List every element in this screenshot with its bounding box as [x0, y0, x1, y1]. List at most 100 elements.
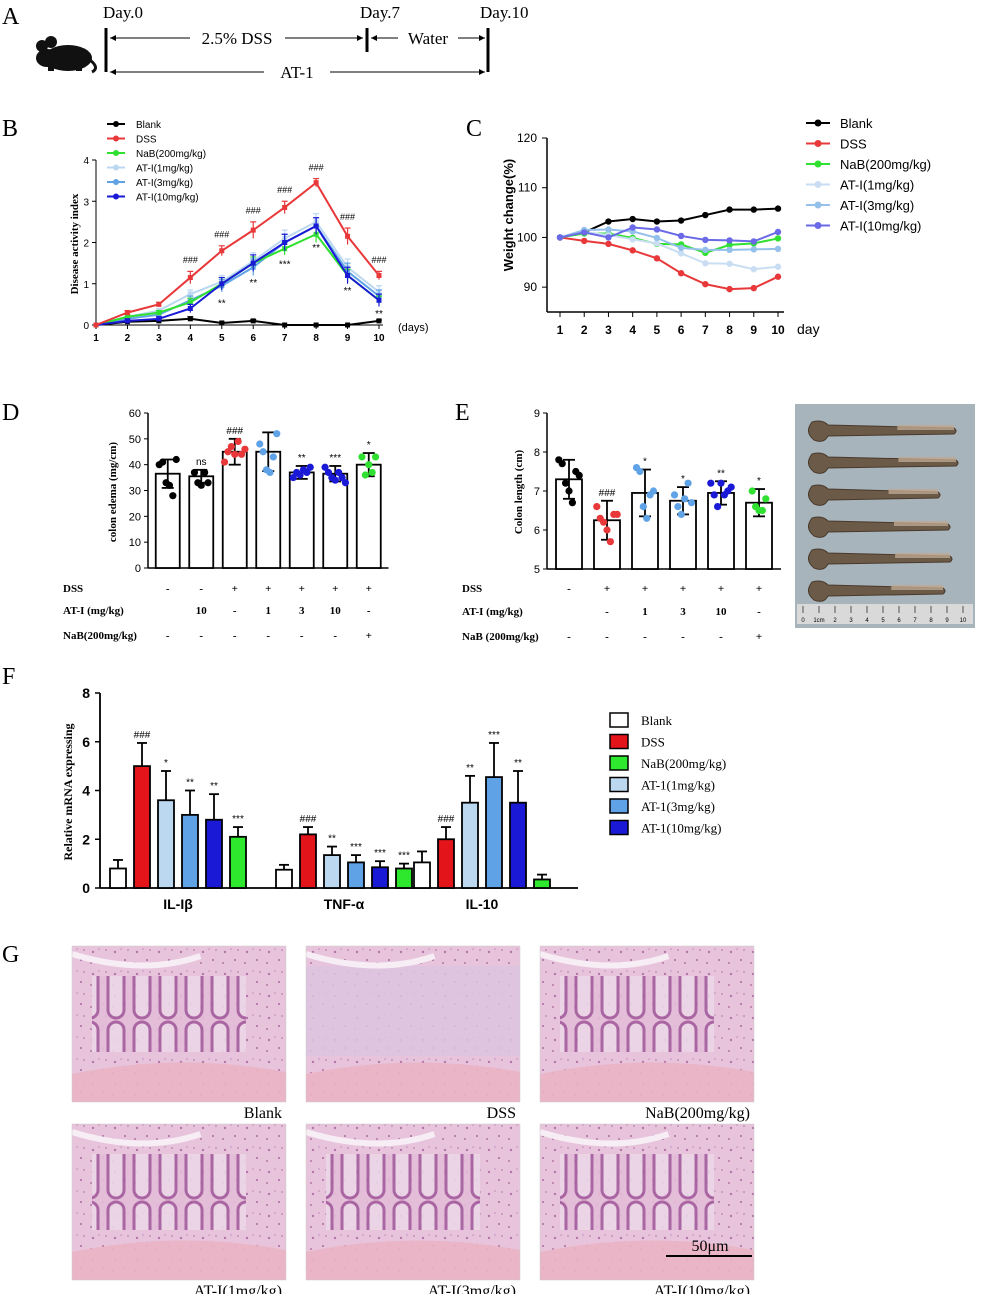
panel-c-x-tick-label: 2 [581, 323, 588, 337]
significance-label: * [643, 457, 647, 468]
panel-f-y-tick-label: 8 [82, 685, 90, 701]
legend-marker [814, 140, 822, 147]
panel-c-xunit: day [797, 321, 820, 337]
treatment-cell: + [265, 583, 271, 595]
legend-marker [814, 160, 822, 168]
panel-c-point [653, 255, 661, 262]
panel-c-point [750, 206, 757, 213]
panel-b-line-2 [95, 233, 380, 326]
treatment-cell: 1 [642, 606, 648, 618]
panel-c-point [702, 236, 709, 244]
data-point [341, 479, 350, 487]
treatment-cell: - [199, 630, 203, 642]
data-point [273, 430, 281, 438]
significance-label: ns [196, 457, 207, 468]
panel-b-hash: ### [371, 255, 386, 265]
panel-f-bar [413, 861, 431, 889]
panel-c-point [726, 260, 733, 267]
legend-label: AT-I(1mg/kg) [136, 164, 193, 175]
panel-b-point [124, 310, 130, 316]
histology-image [71, 945, 287, 1103]
data-point [707, 479, 715, 487]
colon-distal [895, 553, 950, 558]
panel-f-significance: ** [210, 781, 218, 792]
panel-b-star: ** [312, 243, 320, 254]
panel-a: A Day.0 Day.7 Day.10 2.5% DSS Water A [2, 3, 528, 82]
data-point [241, 445, 249, 453]
panel-c-point [581, 237, 588, 245]
panel-c: C Weight change(%) 90 100 110 120 1 2 3 4 5 6 7 8 9 1… [466, 116, 931, 337]
panel-f-group-label: IL-10 [466, 896, 499, 912]
ruler-tick-label: 9 [945, 618, 949, 624]
y-tick-label: 40 [129, 460, 141, 472]
panel-f-bar [109, 867, 127, 889]
panel-f-bar [229, 835, 247, 889]
significance-label: ### [226, 426, 243, 437]
panel-f-bar [371, 866, 389, 889]
data-point [710, 491, 718, 499]
panel-b-point [156, 310, 162, 316]
panel-f-ylabel: Relative mRNA expressing [61, 723, 75, 860]
panel-c-point [702, 280, 709, 288]
data-point [558, 460, 566, 468]
legend-label: AT-I(3mg/kg) [136, 178, 193, 189]
panel-f-bar [275, 868, 293, 889]
panel-b-point [345, 233, 351, 239]
panel-f-significance: ** [466, 763, 474, 774]
crypts [560, 1154, 714, 1230]
treatment-cell: 10 [196, 605, 208, 617]
data-point [220, 458, 229, 466]
panel-c-x-tick-label: 5 [654, 323, 661, 337]
panel-c-point [629, 215, 636, 223]
panel-b-point [93, 322, 99, 328]
lumen [539, 951, 670, 969]
treatment-cell: - [233, 605, 237, 617]
panel-b-ylabel: Disease activity index [69, 193, 81, 294]
day7-label: Day.7 [360, 3, 400, 22]
panel-f-bar [437, 838, 455, 889]
treatment-cell: - [719, 631, 723, 643]
panel-c-point [653, 240, 661, 247]
panel-b-star: ** [375, 309, 383, 320]
treatment-cell: + [332, 583, 338, 595]
data-point [159, 458, 167, 466]
panel-b-point [124, 318, 130, 324]
treatment-cell: + [366, 583, 372, 595]
panel-g-letter: G [2, 942, 19, 968]
panel-b-point [219, 320, 225, 326]
panel-b-legend: Blank DSS NaB(200mg/kg) AT-I(1mg/kg) AT-I(3m… [107, 120, 206, 204]
treatment-cell: 3 [299, 605, 305, 617]
panel-b-y-tick-label: 3 [83, 197, 89, 208]
treatment-cell: - [333, 630, 337, 642]
data-point [565, 487, 573, 495]
muscle-layer [306, 1240, 520, 1280]
y-tick-label: 9 [534, 408, 540, 420]
panel-b-star: *** [279, 259, 291, 270]
panel-b-point [156, 301, 162, 307]
treatment-cell: - [367, 605, 371, 617]
lumen [71, 951, 202, 969]
data-point [331, 476, 339, 484]
panel-c-point [774, 235, 782, 242]
panel-c-point [702, 260, 709, 267]
day10-label: Day.10 [480, 3, 528, 22]
inflamed-area [306, 966, 520, 1056]
data-point [169, 492, 177, 500]
panel-b-point [156, 316, 162, 322]
panel-b-star: ** [218, 298, 226, 309]
data-point [296, 471, 304, 479]
panel-f-y-tick-label: 4 [82, 783, 90, 799]
significance-label: * [681, 474, 685, 485]
data-point [335, 468, 343, 477]
panel-f-significance: ** [186, 778, 194, 789]
muscle-layer [72, 1240, 286, 1280]
panel-c-point [750, 266, 757, 273]
day0-label: Day.0 [103, 3, 143, 22]
panel-b-point [376, 318, 382, 324]
panel-f-bar [533, 878, 551, 889]
colon-distal [891, 585, 943, 590]
panel-f-significance: *** [232, 814, 244, 825]
crypts [92, 976, 246, 1052]
dss-period-label: 2.5% DSS [202, 29, 273, 48]
